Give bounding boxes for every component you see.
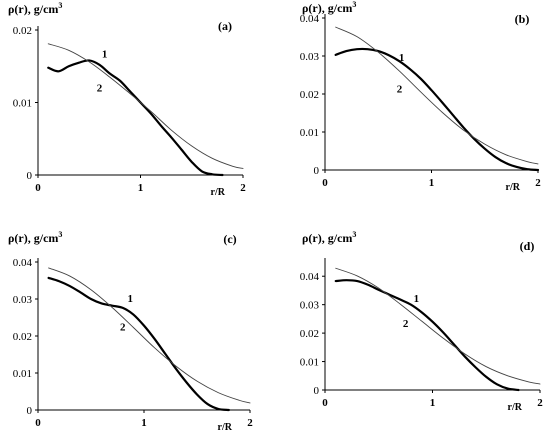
y-tick-label: 0.01 bbox=[13, 98, 32, 110]
series-line-2 bbox=[48, 267, 251, 404]
y-tick-label: 0.02 bbox=[13, 25, 32, 37]
x-axis-label: r/R bbox=[508, 402, 523, 413]
y-axis-label: ρ(r), g/cm3 bbox=[8, 230, 62, 245]
curve-label-1: 1 bbox=[102, 49, 108, 61]
chart-panel-a: 0 0.01 0.02 0 1 2 r/R ρ(r), g/cm3 (a) 1 2 bbox=[8, 1, 246, 198]
y-tick-label: 0.01 bbox=[300, 127, 319, 139]
x-tick-label: 2 bbox=[535, 177, 541, 189]
y-tick-label: 0.01 bbox=[13, 368, 32, 380]
y-tick-label: 0 bbox=[314, 165, 320, 177]
chart-panel-c: 0 0.01 0.02 0.03 0.04 0 1 2 r/R ρ(r), g/cm3 (c) 1 2 bbox=[8, 230, 253, 433]
series-line-1 bbox=[334, 279, 520, 392]
series-line-2 bbox=[47, 43, 244, 169]
x-tick-label: 1 bbox=[430, 397, 436, 409]
y-tick-label: 0 bbox=[27, 405, 33, 417]
series-line-1 bbox=[334, 47, 540, 172]
x-tick-label: 2 bbox=[247, 417, 253, 429]
panel-label: (a) bbox=[218, 19, 232, 33]
y-tick-label: 0.03 bbox=[300, 51, 320, 63]
chart-panel-b: 0 0.01 0.02 0.03 0.04 0 1 2 r/R ρ(r), g/cm3 (b) 1 2 bbox=[300, 0, 542, 193]
y-tick-label: 0.03 bbox=[13, 294, 33, 306]
series-line-2 bbox=[335, 26, 539, 165]
x-tick-label: 2 bbox=[537, 397, 543, 409]
x-tick-label: 0 bbox=[322, 397, 328, 409]
curve-label-2: 2 bbox=[397, 83, 403, 95]
x-axis-label: r/R bbox=[218, 422, 233, 433]
series-line-2 bbox=[335, 267, 541, 385]
y-tick-label: 0 bbox=[27, 170, 33, 182]
y-tick-label: 0.02 bbox=[300, 89, 319, 101]
y-axis-label: ρ(r), g/cm3 bbox=[302, 230, 356, 245]
x-tick-label: 0 bbox=[35, 182, 41, 194]
curve-label-1: 1 bbox=[127, 293, 133, 305]
x-tick-label: 2 bbox=[240, 182, 246, 194]
y-tick-label: 0.03 bbox=[300, 300, 320, 312]
x-tick-label: 0 bbox=[35, 417, 41, 429]
curve-label-2: 2 bbox=[97, 83, 103, 95]
x-tick-label: 1 bbox=[141, 417, 147, 429]
y-tick-label: 0.04 bbox=[13, 257, 33, 269]
y-axis-label: ρ(r), g/cm3 bbox=[8, 1, 62, 16]
y-tick-label: 0.02 bbox=[13, 331, 32, 343]
x-tick-label: 0 bbox=[322, 177, 328, 189]
curve-label-1: 1 bbox=[399, 52, 405, 64]
y-tick-label: 0 bbox=[314, 385, 320, 397]
series-line-1 bbox=[47, 59, 224, 177]
y-tick-label: 0.02 bbox=[300, 328, 319, 340]
curve-label-1: 1 bbox=[414, 293, 420, 305]
y-axis-label: ρ(r), g/cm3 bbox=[302, 0, 356, 15]
x-axis-label: r/R bbox=[506, 182, 521, 193]
panel-label: (c) bbox=[223, 232, 236, 246]
curve-label-2: 2 bbox=[403, 318, 409, 330]
panel-label: (b) bbox=[515, 12, 530, 26]
y-tick-label: 0.04 bbox=[300, 13, 320, 25]
curve-label-2: 2 bbox=[120, 321, 126, 333]
y-tick-label: 0.04 bbox=[300, 271, 320, 283]
x-tick-label: 1 bbox=[429, 177, 435, 189]
x-tick-label: 1 bbox=[138, 182, 144, 194]
chart-panel-d: 0 0.01 0.02 0.03 0.04 0 1 2 r/R ρ(r), g/cm3 (d) 1 2 bbox=[300, 230, 544, 413]
panel-label: (d) bbox=[520, 239, 535, 253]
x-axis-label: r/R bbox=[211, 187, 226, 198]
y-tick-label: 0.01 bbox=[300, 357, 319, 369]
series-line-1 bbox=[47, 276, 230, 412]
